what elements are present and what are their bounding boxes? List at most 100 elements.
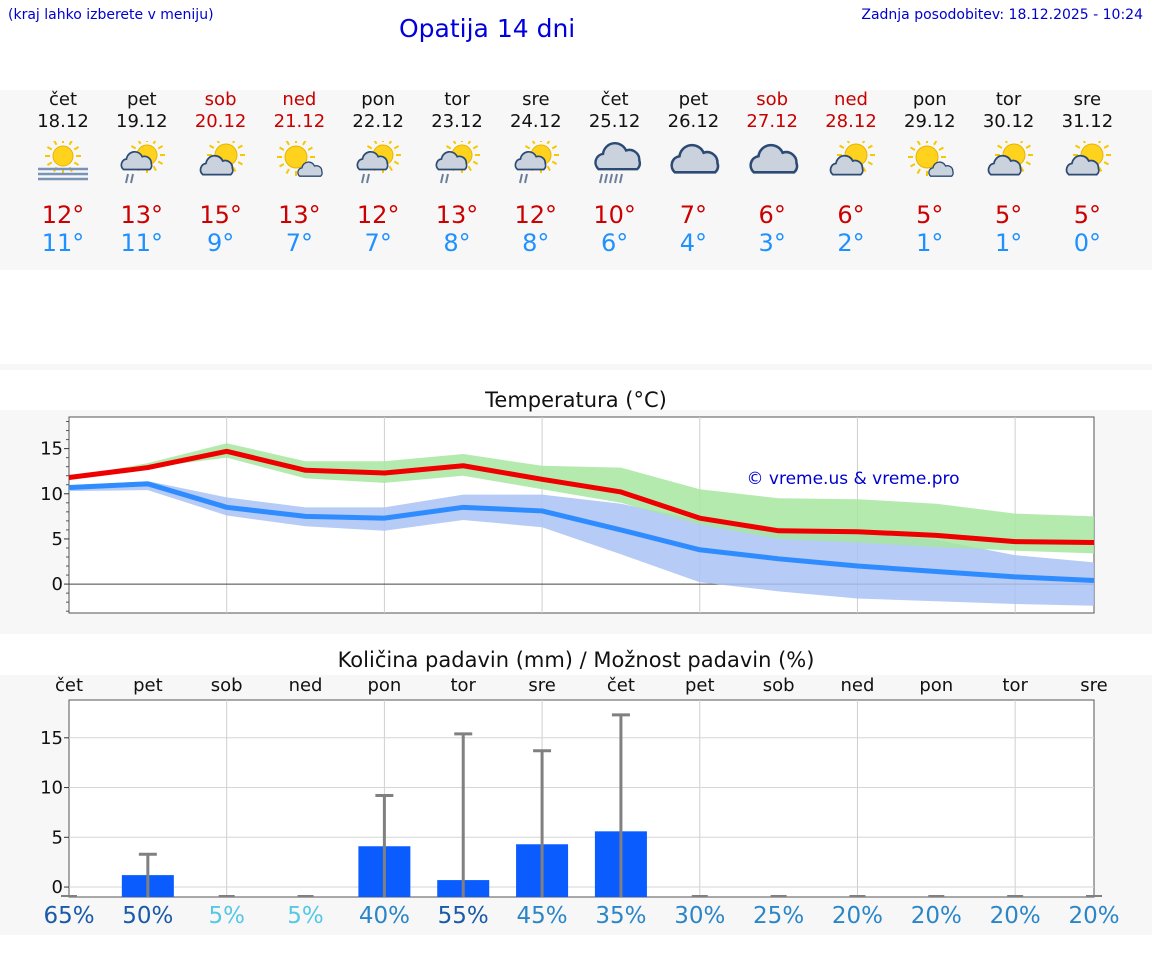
day-date: 24.12: [510, 111, 562, 132]
precipitation-probability: 20%: [989, 903, 1041, 929]
day-date: 22.12: [352, 111, 404, 132]
max-temperature: 10°: [593, 201, 636, 229]
day-name: sob: [204, 89, 237, 110]
sun-cloud-rain-icon: [514, 141, 559, 184]
precipitation-day-label: čet: [606, 675, 635, 696]
precipitation-probability: 55%: [437, 903, 489, 929]
max-temperature: 12°: [41, 201, 85, 229]
min-temperature: 7°: [285, 229, 314, 257]
min-temperature: 11°: [41, 229, 85, 257]
max-temperature: 5°: [1073, 201, 1102, 229]
page-title: Opatija 14 dni: [399, 14, 576, 43]
sun-cloud-icon: [829, 141, 875, 176]
precipitation-probability: 5%: [208, 903, 245, 929]
precipitation-day-label: sre: [1080, 675, 1108, 696]
precipitation-probability: 20%: [1068, 903, 1120, 929]
precipitation-day-label: tor: [450, 675, 476, 696]
day-name: tor: [444, 89, 470, 110]
cloud-icon: [670, 143, 720, 174]
sun-small-cloud-icon: [907, 141, 954, 177]
day-column: sre 24.12 12° 8°: [496, 89, 576, 257]
min-temperature: 3°: [758, 229, 786, 257]
max-temperature: 12°: [356, 201, 400, 229]
precipitation-probability: 35%: [595, 903, 647, 929]
precipitation-probability: 65%: [43, 903, 95, 929]
max-temperature: 13°: [278, 201, 321, 229]
min-temperature: 9°: [206, 229, 235, 257]
max-temperature: 6°: [837, 201, 865, 229]
day-date: 31.12: [1061, 111, 1114, 132]
day-date: 25.12: [588, 111, 641, 132]
day-date: 29.12: [904, 111, 956, 132]
precipitation-day-label: pon: [919, 675, 954, 696]
day-date: 18.12: [37, 111, 89, 132]
separator-band: [0, 364, 1152, 370]
cloud-icon: [749, 143, 799, 174]
precipitation-probability: 5%: [287, 903, 324, 929]
min-temperature: 0°: [1073, 229, 1102, 257]
day-name: sre: [522, 89, 550, 110]
day-column: pon 29.12 5° 1°: [890, 89, 970, 257]
day-column: tor 30.12 5° 1°: [969, 89, 1049, 257]
min-temperature: 8°: [443, 229, 471, 257]
max-temperature: 13°: [435, 201, 479, 229]
day-name: sre: [1073, 89, 1102, 110]
precipitation-day-label: čet: [54, 675, 84, 696]
day-column: sob 20.12 15° 9°: [181, 89, 261, 257]
day-name: pon: [361, 89, 396, 110]
day-date: 19.12: [116, 111, 168, 132]
day-date: 20.12: [194, 111, 247, 132]
day-date: 30.12: [982, 111, 1035, 132]
precipitation-probability: 20%: [910, 903, 962, 929]
day-name: čet: [600, 89, 629, 110]
day-column: čet 18.12 12° 11°: [23, 89, 103, 257]
max-temperature: 6°: [758, 201, 786, 229]
precipitation-probability: 20%: [831, 903, 884, 929]
day-date: 27.12: [746, 111, 798, 132]
location-hint: (kraj lahko izberete v meniju): [8, 7, 214, 23]
day-name: pet: [127, 89, 157, 110]
min-temperature: 7°: [364, 229, 392, 257]
sun-cloud-icon: [199, 141, 245, 176]
day-column: ned 28.12 6° 2°: [811, 89, 891, 257]
precipitation-panel: [0, 675, 1152, 935]
temperature-panel: [0, 410, 1152, 634]
max-temperature: 13°: [120, 201, 164, 229]
max-temperature: 5°: [916, 201, 944, 229]
day-date: 23.12: [431, 111, 483, 132]
precipitation-day-label: sob: [210, 675, 243, 696]
day-column: sre 31.12 5° 0°: [1047, 89, 1127, 257]
min-temperature: 8°: [522, 229, 550, 257]
precipitation-day-label: ned: [840, 675, 875, 696]
max-temperature: 5°: [994, 201, 1023, 229]
precipitation-day-label: pet: [133, 675, 163, 696]
day-name: čet: [48, 89, 78, 110]
sun-small-cloud-icon: [277, 141, 324, 177]
precipitation-probability: 25%: [753, 903, 805, 929]
day-name: pon: [912, 89, 947, 110]
min-temperature: 11°: [120, 229, 164, 257]
sun-cloud-rain-icon: [120, 141, 165, 184]
precipitation-probability: 30%: [674, 903, 726, 929]
day-name: pet: [678, 89, 709, 110]
max-temperature: 12°: [514, 201, 558, 229]
day-column: pet 26.12 7° 4°: [653, 89, 733, 257]
day-name: ned: [282, 89, 317, 110]
cloud-heavy-rain-icon: [593, 142, 641, 184]
max-temperature: 15°: [199, 201, 242, 229]
day-column: sob 27.12 6° 3°: [732, 89, 812, 257]
day-date: 28.12: [825, 111, 877, 132]
precipitation-day-label: ned: [288, 675, 323, 696]
precipitation-chart-title: Količina padavin (mm) / Možnost padavin …: [337, 648, 815, 672]
last-updated: Zadnja posodobitev: 18.12.2025 - 10:24: [861, 7, 1143, 23]
precipitation-probability: 50%: [122, 903, 174, 929]
min-temperature: 1°: [994, 229, 1023, 257]
day-column: pet 19.12 13° 11°: [102, 89, 182, 257]
min-temperature: 2°: [837, 229, 865, 257]
day-column: čet 25.12 10° 6°: [575, 89, 655, 257]
min-temperature: 4°: [679, 229, 708, 257]
forecast-band: [0, 90, 1152, 270]
min-temperature: 1°: [916, 229, 944, 257]
precipitation-day-label: sre: [528, 675, 556, 696]
sun-fog-icon: [38, 141, 88, 181]
